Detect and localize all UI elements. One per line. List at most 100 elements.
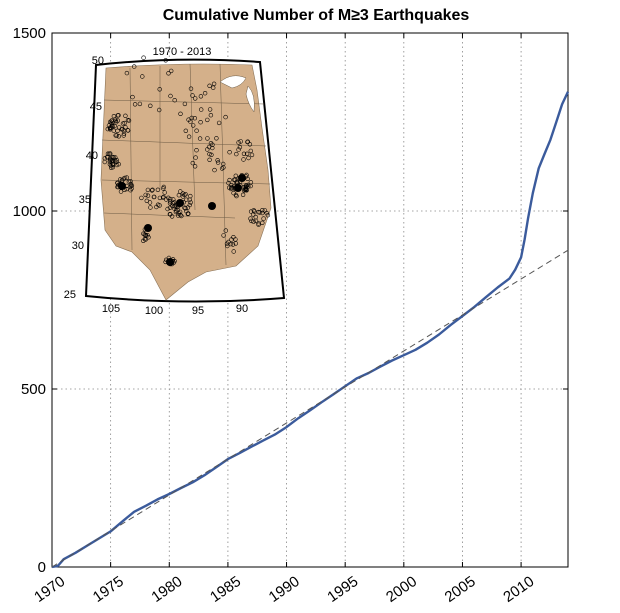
earthquake-marker [161,186,166,191]
earthquake-marker [240,192,246,198]
earthquake-marker [109,120,114,126]
earthquake-marker [114,133,119,138]
x-tick-label: 1990 [266,573,303,606]
earthquake-marker [226,180,231,186]
earthquake-marker [143,192,148,198]
earthquake-marker [227,150,232,155]
y-tick-label: 0 [38,559,46,576]
earthquake-marker [241,151,247,157]
earthquake-marker [223,114,228,120]
earthquake-marker [128,183,134,189]
earthquake-marker [231,177,237,183]
latitude-label: 35 [79,194,91,206]
earthquake-marker [211,85,216,90]
state-borders [101,63,271,266]
earthquake-marker [248,183,253,189]
earthquake-marker [206,144,212,150]
earthquake-marker [178,212,183,218]
map-title: 1970 - 2013 [153,46,212,58]
earthquake-marker [260,208,265,213]
earthquake-marker [128,188,133,193]
earthquake-marker [110,162,115,167]
earthquake-marker [105,151,111,156]
earthquake-marker [207,157,212,163]
earthquake-marker [115,113,121,118]
earthquake-marker [113,155,118,160]
earthquake-marker [215,158,220,163]
earthquake-marker [194,128,199,133]
earthquake-marker [178,189,183,194]
earthquake-marker [128,181,134,187]
earthquake-marker [141,231,146,236]
earthquake-cluster [238,174,246,182]
earthquake-cluster [118,182,126,190]
earthquake-marker [139,195,144,201]
earthquake-marker [233,173,239,179]
earthquake-marker [193,96,198,101]
earthquake-marker [245,182,251,188]
earthquake-marker [231,190,236,196]
earthquake-marker [148,205,153,210]
earthquake-marker [256,221,261,226]
earthquake-marker [214,136,219,141]
earthquake-marker [260,210,265,216]
x-tick-label: 1975 [90,573,127,606]
earthquake-marker [225,243,230,249]
earthquake-marker [192,164,198,169]
earthquake-marker [108,156,113,161]
earthquake-marker [168,196,173,202]
earthquake-marker [169,214,175,219]
series-layer [51,91,570,569]
earthquake-marker [176,213,181,218]
earthquake-marker [210,142,215,147]
earthquake-marker [112,123,117,129]
earthquake-marker [197,136,203,141]
earthquake-marker [209,152,214,158]
earthquake-marker [187,202,193,208]
earthquake-marker [246,184,251,189]
earthquake-marker [182,192,187,198]
earthquake-marker [108,125,113,130]
earthquake-marker [257,210,262,215]
earthquake-marker [198,119,203,125]
earthquake-marker [208,112,214,118]
earthquake-marker [184,208,189,214]
earthquake-marker [141,55,146,60]
earthquake-marker [231,249,236,254]
earthquake-marker [193,155,198,160]
longitude-label: 105 [102,303,120,315]
earthquake-marker [125,117,131,123]
latitude-label: 25 [64,289,76,301]
earthquake-marker [173,209,179,215]
earthquake-marker [248,148,254,154]
earthquake-marker [192,115,198,121]
cumulative-line [51,91,570,569]
earthquake-marker [190,160,196,166]
earthquake-marker [128,179,133,184]
x-tick-label: 1980 [148,573,185,606]
earthquake-marker [244,187,249,193]
earthquake-marker [188,200,193,205]
earthquake-marker [125,128,131,133]
earthquake-marker [145,187,151,193]
earthquake-marker [122,175,128,181]
earthquake-marker [210,145,215,151]
earthquake-marker [157,107,162,113]
earthquake-marker [148,103,153,109]
earthquake-marker [227,177,232,183]
earthquake-marker [237,145,243,150]
earthquake-marker [170,203,175,209]
x-tick-label: 2005 [442,573,479,606]
earthquake-marker [198,94,204,99]
x-tick-label: 1985 [207,573,244,606]
earthquake-marker [190,93,195,98]
earthquake-marker [187,197,192,202]
earthquake-marker [172,97,177,103]
earthquake-marker [130,94,135,100]
earthquake-marker [157,195,163,201]
earthquake-marker [191,123,196,128]
earthquake-marker [245,139,250,145]
earthquake-marker [154,204,159,210]
earthquake-marker [109,118,115,123]
earthquake-marker [144,198,150,204]
